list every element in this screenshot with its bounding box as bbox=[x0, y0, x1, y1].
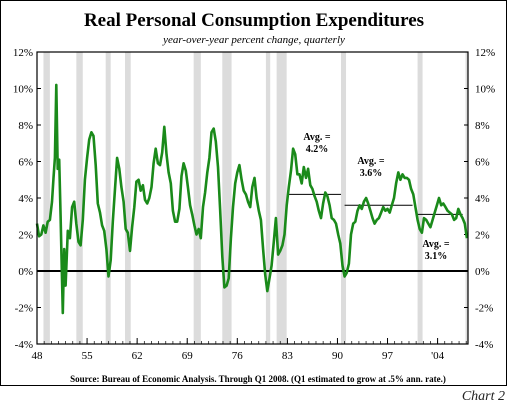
y-tick-label-right: 2% bbox=[475, 230, 490, 242]
x-tick-label: 69 bbox=[182, 350, 194, 362]
y-tick-label-left: 6% bbox=[18, 157, 33, 169]
recession-band bbox=[222, 52, 232, 344]
line-chart: Real Personal Consumption Expenditures y… bbox=[13, 10, 495, 384]
y-tick-label-left: 10% bbox=[13, 84, 33, 96]
x-tick-label: 55 bbox=[82, 350, 94, 362]
y-axis-right: 12% 10% 8% 6% 4% 2% 0% -2% -4% bbox=[475, 47, 495, 351]
recession-band bbox=[193, 52, 201, 344]
y-tick-label-right: -2% bbox=[475, 303, 493, 315]
y-tick-label-left: 0% bbox=[18, 266, 33, 278]
recession-band bbox=[417, 52, 423, 344]
average-label: Avg. = bbox=[422, 239, 449, 250]
x-tick-label: 48 bbox=[32, 350, 44, 362]
x-tick-label: 90 bbox=[332, 350, 344, 362]
chart-title: Real Personal Consumption Expenditures bbox=[84, 10, 424, 31]
chart-frame: Real Personal Consumption Expenditures y… bbox=[0, 0, 507, 386]
y-tick-label-right: 4% bbox=[475, 193, 490, 205]
plot-area bbox=[36, 51, 469, 345]
x-tick-label: 97 bbox=[382, 350, 394, 362]
series-line bbox=[35, 83, 469, 315]
recession-bands bbox=[43, 52, 468, 344]
x-tick-label: 62 bbox=[132, 350, 143, 362]
x-tick-label: 76 bbox=[232, 350, 244, 362]
recession-band bbox=[76, 52, 83, 344]
recession-band bbox=[341, 52, 347, 344]
y-tick-label-left: 12% bbox=[13, 47, 33, 59]
y-tick-label-left: -4% bbox=[15, 339, 33, 351]
average-value: 4.2% bbox=[306, 144, 329, 155]
y-tick-label-right: 0% bbox=[475, 266, 490, 278]
y-tick-label-right: -4% bbox=[475, 339, 493, 351]
average-label: Avg. = bbox=[303, 132, 330, 143]
x-axis: 48 55 62 69 76 83 90 97 '04 bbox=[32, 350, 445, 362]
y-tick-label-left: 8% bbox=[18, 120, 33, 132]
tick-marks bbox=[36, 51, 468, 345]
y-tick-label-left: -2% bbox=[15, 303, 33, 315]
chart-number: Chart 2 bbox=[461, 389, 505, 404]
average-value: 3.6% bbox=[360, 168, 383, 179]
y-tick-label-right: 6% bbox=[475, 157, 490, 169]
chart-subtitle: year-over-year percent change, quarterly bbox=[162, 34, 345, 46]
x-tick-label: '04 bbox=[431, 350, 444, 362]
average-labels: Avg. =4.2%Avg. =3.6%Avg. =3.1% bbox=[303, 132, 449, 262]
recession-band bbox=[265, 52, 271, 344]
y-tick-label-right: 12% bbox=[475, 47, 495, 59]
recession-band bbox=[276, 52, 287, 344]
recession-band bbox=[105, 52, 111, 344]
y-tick-label-left: 4% bbox=[18, 193, 33, 205]
x-tick-label: 83 bbox=[282, 350, 294, 362]
y-tick-label-left: 2% bbox=[18, 230, 33, 242]
average-label: Avg. = bbox=[357, 156, 384, 167]
y-axis-left: 12% 10% 8% 6% 4% 2% 0% -2% -4% bbox=[13, 47, 33, 351]
average-value: 3.1% bbox=[425, 251, 448, 262]
source-note: Source: Bureau of Economic Analysis. Thr… bbox=[70, 374, 446, 384]
y-tick-label-right: 8% bbox=[475, 120, 490, 132]
recession-band bbox=[43, 52, 50, 344]
y-tick-label-right: 10% bbox=[475, 84, 495, 96]
recession-band bbox=[124, 52, 131, 344]
